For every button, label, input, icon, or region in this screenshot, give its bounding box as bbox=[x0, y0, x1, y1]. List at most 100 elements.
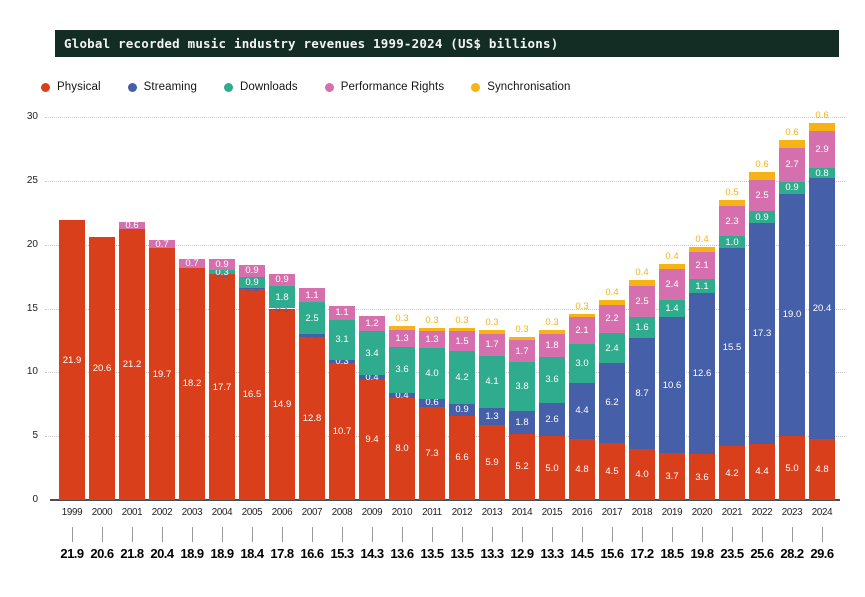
bar-segment bbox=[719, 446, 745, 500]
segment-value-label: 0.3 bbox=[485, 317, 499, 329]
bar-segment bbox=[449, 404, 475, 416]
grid-line bbox=[45, 117, 845, 118]
bar-segment bbox=[359, 374, 385, 380]
bar-segment bbox=[299, 288, 325, 303]
bar-segment bbox=[779, 147, 805, 183]
bar-segment bbox=[689, 252, 715, 280]
bar-segment bbox=[719, 235, 745, 249]
total-value-label: 18.5 bbox=[660, 546, 684, 561]
bar-segment bbox=[209, 258, 235, 271]
segment-value-label: 2.2 bbox=[605, 313, 619, 325]
x-axis-year-label: 2003 bbox=[181, 507, 203, 518]
bar-segment bbox=[329, 305, 355, 320]
x-axis-tick bbox=[582, 527, 583, 542]
bar-segment bbox=[59, 220, 85, 500]
segment-value-label: 1.7 bbox=[485, 339, 499, 351]
x-axis-tick bbox=[792, 527, 793, 542]
segment-value-label: 3.8 bbox=[515, 380, 529, 392]
x-axis-tick bbox=[822, 527, 823, 542]
x-axis-tick bbox=[192, 527, 193, 542]
bar-segment bbox=[629, 285, 655, 318]
bar-segment bbox=[449, 327, 475, 332]
x-axis-tick bbox=[672, 527, 673, 542]
bar-segment bbox=[269, 285, 295, 309]
bar-segment bbox=[389, 397, 415, 500]
segment-value-label: 2.5 bbox=[755, 190, 769, 201]
bar-segment bbox=[719, 206, 745, 236]
x-axis-year-label: 2011 bbox=[422, 507, 442, 518]
total-value-label: 13.3 bbox=[480, 546, 504, 561]
segment-value-label: 21.2 bbox=[122, 359, 142, 371]
bar-segment bbox=[719, 199, 745, 207]
segment-value-label: 0.6 bbox=[755, 158, 769, 170]
x-axis-tick bbox=[282, 527, 283, 542]
legend-item-streaming: Streaming bbox=[127, 81, 197, 93]
bar-segment bbox=[389, 326, 415, 331]
x-axis-year-label: 2008 bbox=[331, 507, 353, 518]
bar-segment bbox=[509, 340, 535, 363]
x-axis-tick bbox=[312, 527, 313, 542]
segment-value-label: 0.3 bbox=[515, 323, 529, 335]
segment-value-label: 7.3 bbox=[425, 447, 439, 459]
segment-value-label: 4.2 bbox=[455, 371, 469, 383]
segment-value-label: 0.4 bbox=[695, 234, 709, 246]
segment-value-label: 2.6 bbox=[545, 414, 559, 426]
segment-value-label: 1.8 bbox=[515, 416, 529, 428]
segment-value-label: 0.3 bbox=[425, 314, 439, 326]
total-value-label: 18.9 bbox=[180, 546, 204, 561]
bar-segment bbox=[419, 406, 445, 500]
y-axis-tick-label: 25 bbox=[26, 174, 38, 186]
segment-value-label: 1.4 bbox=[665, 303, 679, 314]
total-value-label: 18.9 bbox=[210, 546, 234, 561]
bar-segment bbox=[809, 168, 835, 179]
bar-segment bbox=[89, 237, 115, 500]
segment-value-label: 3.1 bbox=[335, 334, 349, 346]
segment-value-label: 0.7 bbox=[155, 238, 169, 250]
bar-segment bbox=[299, 334, 325, 337]
x-axis-year-label: 2022 bbox=[751, 507, 773, 518]
x-axis-tick bbox=[642, 527, 643, 542]
bar-segment bbox=[359, 379, 385, 500]
segment-value-label: 1.1 bbox=[695, 280, 709, 292]
segment-value-label: 0.3 bbox=[395, 313, 409, 325]
segment-value-label: 0.3 bbox=[215, 266, 229, 278]
total-value-label: 15.3 bbox=[330, 546, 354, 561]
bar-segment bbox=[779, 139, 805, 148]
legend-swatch-synchronisation-icon bbox=[471, 82, 481, 92]
segment-value-label: 1.3 bbox=[485, 410, 499, 422]
bar-segment bbox=[629, 448, 655, 500]
bar-segment bbox=[659, 268, 685, 300]
x-axis-year-label: 2015 bbox=[541, 507, 563, 518]
segment-value-label: 0.6 bbox=[125, 220, 139, 232]
bar-segment bbox=[509, 336, 535, 341]
segment-value-label: 1.6 bbox=[635, 322, 649, 334]
total-value-label: 14.5 bbox=[570, 546, 594, 561]
total-value-label: 20.4 bbox=[150, 546, 174, 561]
total-value-label: 20.6 bbox=[90, 546, 114, 561]
segment-value-label: 0.1 bbox=[275, 303, 289, 315]
bar-segment bbox=[329, 359, 355, 364]
segment-value-label: 0.9 bbox=[245, 265, 259, 277]
x-axis-tick bbox=[342, 527, 343, 542]
segment-value-label: 3.6 bbox=[545, 374, 559, 386]
bar-segment bbox=[209, 274, 235, 500]
segment-value-label: 3.0 bbox=[575, 357, 589, 369]
y-axis-tick-label: 5 bbox=[32, 430, 38, 442]
y-axis-tick-label: 0 bbox=[32, 494, 38, 505]
bar-segment bbox=[809, 438, 835, 500]
segment-value-label: 0.9 bbox=[245, 276, 259, 288]
segment-value-label: 10.7 bbox=[332, 426, 352, 438]
bar-segment bbox=[269, 308, 295, 310]
y-axis-tick-label: 20 bbox=[26, 238, 38, 250]
legend-swatch-physical-icon bbox=[41, 82, 50, 92]
bar-segment bbox=[539, 402, 565, 437]
bar-segment bbox=[389, 330, 415, 347]
bar-segment bbox=[659, 317, 685, 453]
total-value-label: 29.6 bbox=[810, 546, 834, 561]
bar-segment bbox=[689, 293, 715, 455]
x-axis-tick bbox=[552, 527, 553, 542]
segment-value-label: 3.4 bbox=[365, 347, 379, 359]
segment-value-label: 1.1 bbox=[335, 307, 349, 319]
segment-value-label: 0.0 bbox=[215, 268, 229, 280]
segment-value-label: 5.2 bbox=[515, 461, 529, 473]
